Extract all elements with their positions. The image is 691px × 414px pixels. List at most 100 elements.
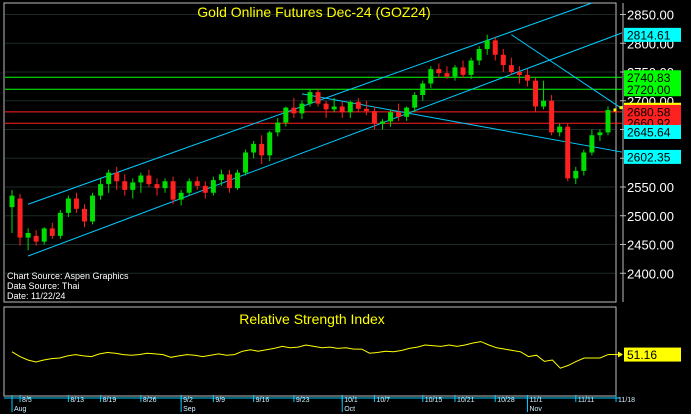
price-tick-label: 2850.00 [627,8,674,23]
candle-body [178,192,184,200]
candle-body [379,121,385,124]
price-badge-label: 2814.61 [627,28,671,42]
candle [363,100,369,116]
candle-body [49,228,55,236]
candle [33,230,39,246]
candle [170,176,176,205]
date-tick-label: 9/9 [215,397,225,404]
candle-body [9,195,15,208]
candle-body [331,106,337,110]
month-label: Aug [14,406,27,413]
candle [549,95,555,136]
price-badges: 2814.612740.832720.002684.302680.582660.… [624,27,681,164]
candle [267,130,273,162]
candle [9,189,15,233]
candle [597,129,603,141]
date-tick-label: 8/26 [143,397,157,404]
candle-body [114,172,120,182]
candle-body [154,184,160,189]
candle-body [243,152,249,173]
candle [541,80,547,110]
candle-body [162,181,168,189]
price-badge: 2814.61 [624,27,681,42]
date-axis-ticks: 8/5 8/13 8/19 8/26 9/2 9/9 9/16 9/23 10/1 10/7 10/… [11,395,635,413]
candle-body [170,181,176,200]
candle [114,166,120,190]
candle-body [194,181,200,186]
price-gridlines [5,14,615,274]
candle-body [404,107,410,117]
date-tick-label: 11/1 [529,397,542,404]
price-badge-label: 2680.58 [627,105,671,119]
candle-body [371,111,377,124]
candle [210,176,216,196]
candle-body [90,195,96,222]
price-panel-frame [3,2,617,303]
candle-body [412,95,418,108]
candle [605,106,611,136]
price-tick-label: 2400.00 [627,266,674,281]
date-tick-label: 10/21 [457,397,475,404]
candle [65,195,71,217]
candle [73,192,79,213]
price-badge: 2720.00 [624,82,681,97]
candle-body [218,174,224,181]
rsi-value-badge [624,347,681,362]
candlesticks [9,34,623,251]
candle [49,222,55,239]
candle-body [210,180,216,193]
candle-body [524,74,530,81]
candle-body [557,126,563,133]
price-badge: 2645.64 [624,125,681,140]
candle-body [573,170,579,179]
candle-body [444,73,450,77]
price-badge: 2602.35 [624,149,681,164]
candle [573,166,579,185]
source-line-date: Date: 11/22/24 [7,291,65,301]
candle-body [605,109,611,133]
rsi-chart-title: Relative Strength Index [239,311,385,327]
candle [508,57,514,75]
candle [162,178,168,193]
candle [299,100,305,120]
after-hours-dot [619,106,623,110]
month-label: Sep [183,406,196,413]
candle-body [428,69,434,84]
source-line-data: Data Source: Thai [7,281,79,291]
candle [122,174,128,196]
candle [412,92,418,113]
after-hours-dot [613,108,617,112]
candle-body [484,40,490,49]
candle [589,129,595,156]
candle-body [508,65,514,72]
candle [524,69,530,87]
candle [355,97,361,113]
candle [581,149,587,176]
candle-body [73,198,79,209]
candle [57,210,63,239]
candle [25,228,31,251]
candle-body [186,181,192,193]
candle [202,181,208,199]
candle-body [388,112,394,122]
date-tick-label: 9/16 [256,397,270,404]
candle-body [597,132,603,136]
candle-body [589,135,595,153]
price-badge-bg [624,82,681,97]
candle [17,193,23,246]
candle-body [323,103,329,110]
month-label: Nov [529,406,542,413]
candle [500,49,506,72]
candle [460,60,466,78]
candle [259,135,265,164]
candle [194,176,200,190]
candle-body [146,175,152,185]
candle-body [138,175,144,183]
date-tick-label: 9/23 [296,397,310,404]
candle-body [549,100,555,133]
candle [379,119,385,130]
candle [565,123,571,182]
source-line-chart: Chart Source: Aspen Graphics [7,271,129,281]
candle-body [283,107,289,123]
